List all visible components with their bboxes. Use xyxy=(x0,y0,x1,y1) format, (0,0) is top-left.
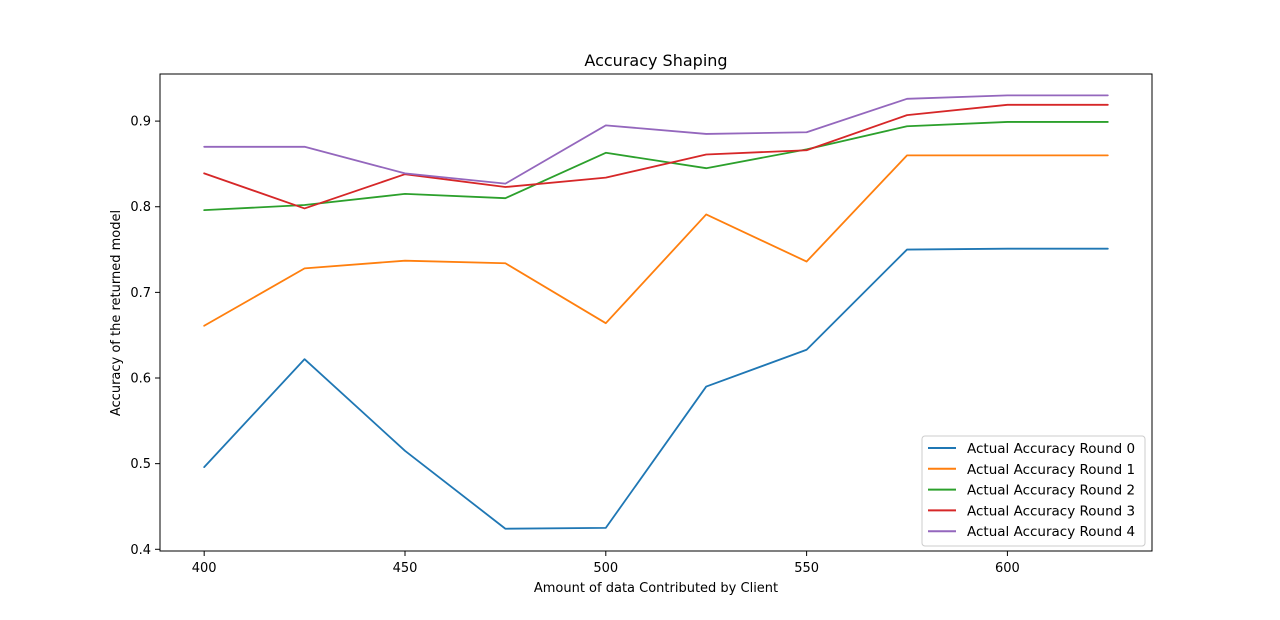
plot-frame xyxy=(159,73,1153,552)
x-tick-label: 450 xyxy=(393,561,418,576)
x-tick-label: 550 xyxy=(794,561,819,576)
x-tick-label: 600 xyxy=(995,561,1020,576)
y-tick-label: 0.4 xyxy=(130,543,151,558)
legend-label: Actual Accuracy Round 4 xyxy=(967,524,1135,540)
x-tick-label: 400 xyxy=(192,561,217,576)
y-tick-label: 0.9 xyxy=(130,115,151,130)
x-axis-label: Amount of data Contributed by Client xyxy=(534,581,778,596)
series-line-round-1 xyxy=(203,154,1109,327)
legend-box xyxy=(921,435,1146,547)
legend-label: Actual Accuracy Round 0 xyxy=(967,441,1135,457)
y-axis: 0.4 0.5 0.6 0.7 0.8 0.9 xyxy=(130,115,160,558)
chart-title: Accuracy Shaping xyxy=(584,51,727,70)
x-axis: 400 450 500 550 600 xyxy=(192,551,1020,576)
y-tick-label: 0.5 xyxy=(130,457,151,472)
series-layer xyxy=(203,94,1109,530)
x-tick-label: 500 xyxy=(593,561,618,576)
legend-label: Actual Accuracy Round 1 xyxy=(967,462,1135,478)
legend: Actual Accuracy Round 0 Actual Accuracy R… xyxy=(921,435,1146,547)
legend-label: Actual Accuracy Round 2 xyxy=(967,483,1135,499)
series-line-round-0 xyxy=(203,247,1109,530)
y-tick-label: 0.8 xyxy=(130,200,151,215)
y-tick-label: 0.6 xyxy=(130,372,151,387)
series-line-round-4 xyxy=(203,94,1109,185)
y-axis-label: Accuracy of the returned model xyxy=(109,210,124,416)
series-line-round-3 xyxy=(203,103,1109,210)
y-tick-label: 0.7 xyxy=(130,286,151,301)
legend-label: Actual Accuracy Round 3 xyxy=(967,503,1135,519)
series-line-round-2 xyxy=(203,121,1109,212)
